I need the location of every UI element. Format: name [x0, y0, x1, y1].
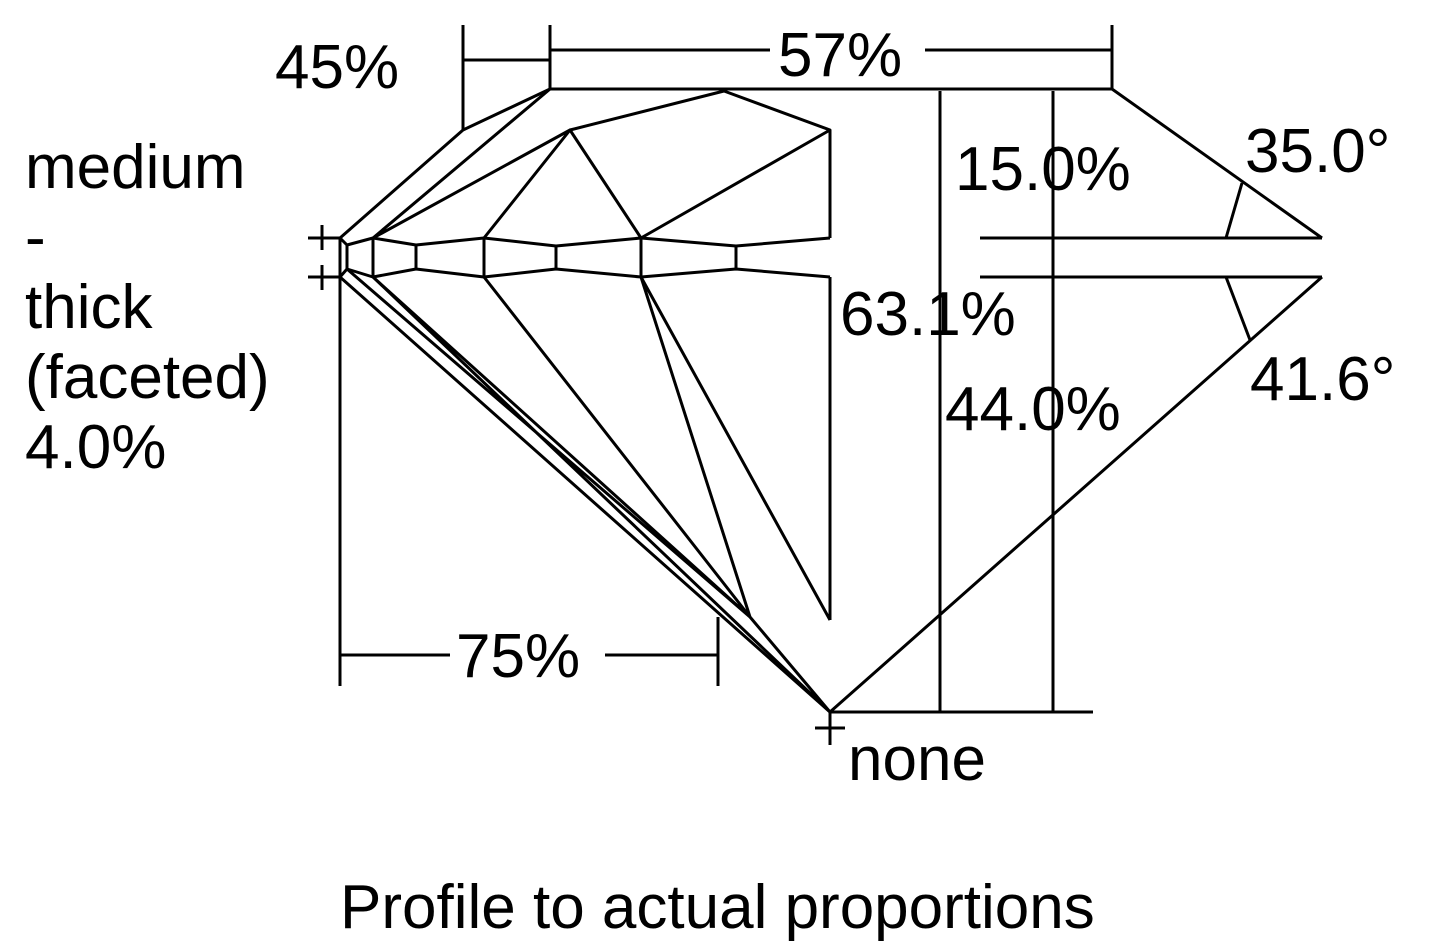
pavilion-depth-label: 44.0%	[945, 375, 1121, 444]
pavilion-angle-label: 41.6°	[1250, 345, 1395, 414]
crown-depth-label: 15.0%	[955, 135, 1131, 204]
diamond-outline	[338, 87, 1323, 714]
crown-height-label: 45%	[275, 33, 399, 102]
girdle-label-1: medium	[25, 133, 246, 202]
girdle-label-3: thick	[25, 273, 153, 342]
girdle-label-4: (faceted)	[25, 343, 270, 412]
total-depth-label: 63.1%	[840, 280, 1016, 349]
girdle-label-5: 4.0%	[25, 413, 166, 482]
crown-angle-label: 35.0°	[1245, 117, 1390, 186]
caption: Profile to actual proportions	[340, 873, 1095, 942]
lower-half-label: 75%	[456, 622, 580, 691]
dimension-lines	[308, 25, 1114, 745]
girdle-label-2: -	[25, 203, 46, 272]
table-label: 57%	[778, 21, 902, 90]
culet-label: none	[848, 725, 986, 794]
